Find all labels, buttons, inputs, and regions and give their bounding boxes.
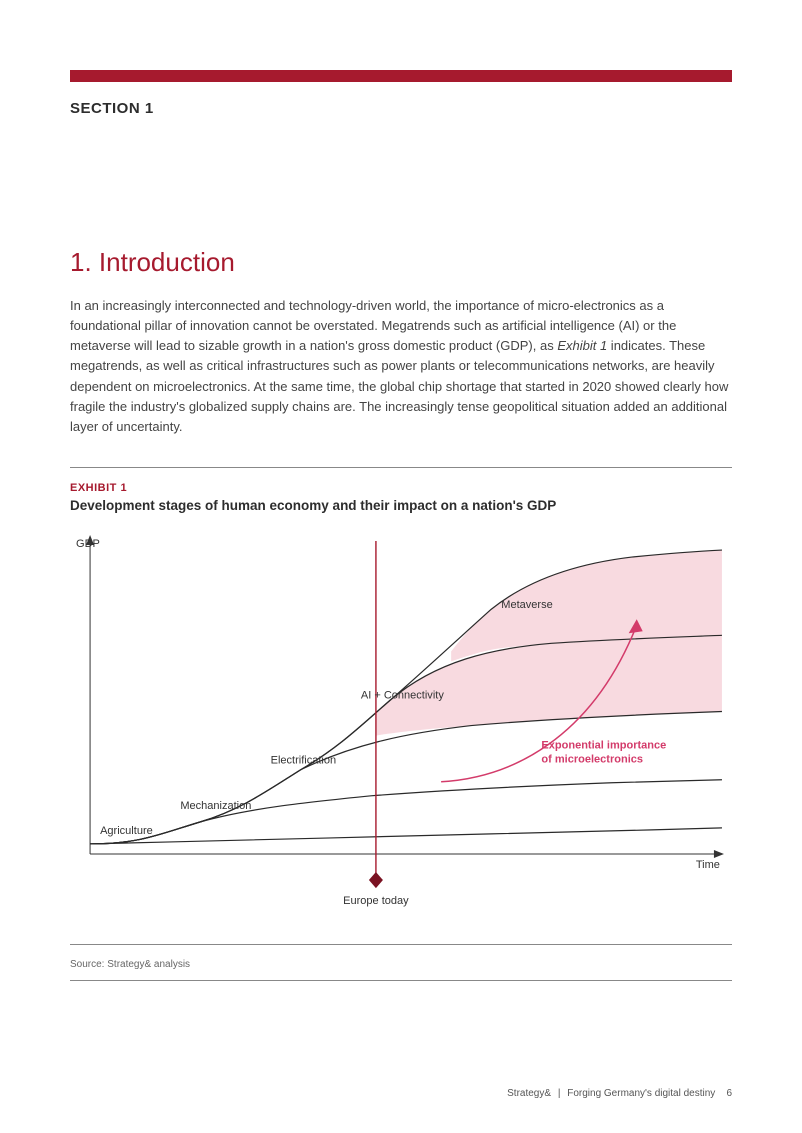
footer-brand: Strategy& — [507, 1088, 551, 1099]
footer-page-number: 6 — [726, 1088, 732, 1099]
exhibit-source: Source: Strategy& analysis — [70, 959, 732, 970]
header-accent-bar — [70, 70, 732, 82]
exhibit-title: Development stages of human economy and … — [70, 498, 732, 513]
svg-text:AI + Connectivity: AI + Connectivity — [361, 689, 444, 701]
footer-doc-title: Forging Germany's digital destiny — [567, 1088, 715, 1099]
page: SECTION 1 1. Introduction In an increasi… — [0, 0, 802, 1133]
section-label: SECTION 1 — [70, 100, 732, 117]
divider-top — [70, 467, 732, 468]
exhibit-chart: GDP Time Europe today Agriculture Mechanizat… — [70, 533, 732, 934]
svg-text:Agriculture: Agriculture — [100, 825, 153, 837]
divider-mid — [70, 944, 732, 945]
svg-text:Exponential importance: Exponential importance — [541, 740, 666, 752]
chart-svg: GDP Time Europe today Agriculture Mechanizat… — [70, 533, 732, 934]
divider-bottom — [70, 980, 732, 981]
svg-text:Time: Time — [696, 859, 720, 871]
page-title: 1. Introduction — [70, 247, 732, 278]
page-footer: Strategy& | Forging Germany's digital de… — [507, 1088, 732, 1099]
intro-paragraph: In an increasingly interconnected and te… — [70, 296, 732, 437]
exhibit-label: EXHIBIT 1 — [70, 482, 732, 494]
svg-text:GDP: GDP — [76, 538, 100, 550]
svg-text:Metaverse: Metaverse — [501, 599, 552, 611]
footer-sep: | — [558, 1088, 561, 1099]
svg-text:Electrification: Electrification — [271, 755, 337, 767]
svg-text:Europe today: Europe today — [343, 895, 409, 907]
svg-text:of microelectronics: of microelectronics — [541, 754, 643, 766]
svg-text:Mechanization: Mechanization — [180, 800, 251, 812]
